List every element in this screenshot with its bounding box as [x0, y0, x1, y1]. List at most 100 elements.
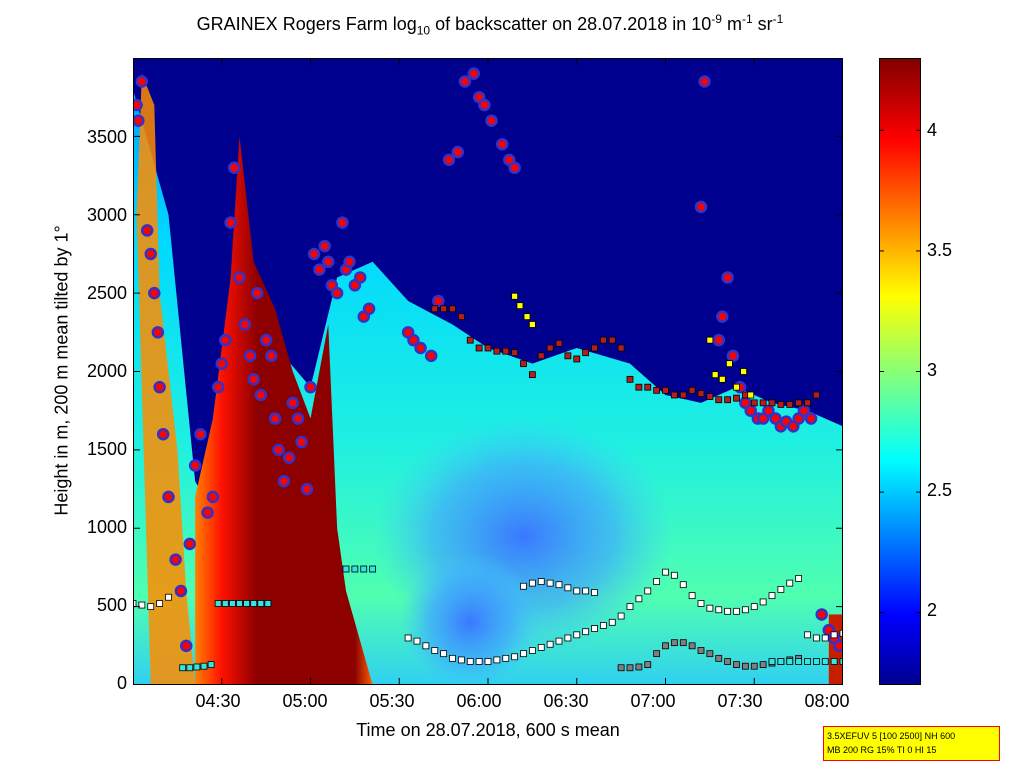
data-point [795, 658, 803, 665]
data-point [759, 598, 767, 606]
data-point [353, 271, 367, 284]
data-point [219, 333, 232, 347]
data-point [511, 349, 519, 357]
data-point [795, 399, 803, 407]
data-point [768, 399, 776, 407]
data-point [432, 294, 445, 308]
data-point [555, 637, 563, 645]
data-point [295, 435, 308, 449]
data-point [528, 647, 536, 654]
data-point [741, 662, 749, 670]
data-point [644, 587, 652, 595]
data-point [546, 344, 554, 352]
data-point [555, 339, 563, 347]
data-point [277, 474, 291, 488]
data-point [330, 286, 344, 300]
data-point [183, 537, 197, 551]
data-point [617, 664, 625, 672]
axis-ticks [133, 58, 843, 685]
data-point [711, 371, 719, 379]
colorbar-tick-label: 2 [927, 600, 938, 620]
data-point [133, 600, 137, 607]
data-point [670, 391, 678, 399]
data-point [733, 661, 740, 669]
data-point [148, 286, 161, 300]
data-point [493, 347, 501, 355]
data-point [706, 604, 714, 612]
colorbar-gradient [879, 58, 921, 685]
data-point [493, 656, 501, 664]
data-point [635, 595, 643, 603]
x-tick-label: 06:30 [543, 691, 589, 711]
data-point [815, 608, 828, 621]
data-point [520, 650, 527, 658]
data-point [484, 658, 492, 665]
data-point [564, 634, 572, 642]
data-point [591, 344, 598, 352]
y-tick-label: 3500 [86, 127, 127, 147]
data-point [626, 375, 634, 383]
data-point [206, 490, 220, 504]
data-point [795, 575, 803, 582]
data-point [233, 271, 246, 284]
data-point [582, 628, 590, 636]
data-point [635, 383, 643, 391]
data-point [821, 658, 829, 665]
data-point [724, 658, 732, 665]
data-point [582, 587, 590, 595]
y-tick-label: 3000 [86, 205, 127, 225]
data-point [528, 321, 536, 328]
y-tick-label: 1000 [86, 517, 127, 537]
data-point [626, 664, 634, 672]
heatmap-plot-area [133, 58, 843, 685]
data-point [243, 600, 250, 607]
data-point [360, 565, 368, 573]
data-point [697, 647, 705, 654]
data-point [670, 571, 678, 579]
data-point [830, 658, 838, 665]
data-point [715, 654, 723, 662]
data-point [508, 161, 521, 174]
data-point [706, 336, 714, 344]
y-axis-label: Height in m, 200 m mean tilted by 1° [51, 225, 72, 516]
data-point [694, 200, 708, 214]
data-point [744, 404, 757, 417]
backscatter-field [133, 58, 843, 685]
data-point [282, 451, 296, 464]
data-point [839, 629, 843, 637]
data-point [174, 584, 188, 598]
data-point [485, 114, 498, 127]
x-axis-label: Time on 28.07.2018, 600 s mean [356, 720, 620, 740]
data-point [224, 216, 237, 229]
data-point [546, 579, 554, 587]
data-point [679, 391, 687, 399]
x-tick-label: 05:00 [282, 691, 328, 711]
data-point [804, 399, 811, 407]
data-point [564, 584, 572, 592]
data-point [250, 600, 258, 607]
chart-title: GRAINEX Rogers Farm log10 of backscatter… [196, 12, 784, 38]
data-point [272, 443, 285, 457]
data-point [495, 137, 509, 151]
data-point [214, 600, 222, 607]
colorbar-tick-label: 3.5 [927, 240, 953, 260]
data-point [564, 352, 572, 360]
data-point [156, 427, 170, 441]
data-point [520, 582, 527, 590]
data-point [812, 658, 820, 665]
data-point [821, 634, 829, 642]
data-point [144, 247, 157, 261]
data-point [484, 344, 492, 352]
data-point [169, 553, 182, 566]
data-point [715, 606, 723, 614]
data-point [582, 349, 590, 357]
data-point [458, 75, 472, 88]
data-point [466, 336, 474, 344]
data-point [257, 600, 265, 607]
data-point [300, 482, 314, 496]
data-point [180, 639, 193, 653]
colorbar-tick-label: 3 [927, 360, 938, 380]
data-point [140, 224, 154, 237]
data-point [369, 565, 377, 573]
data-point [194, 427, 207, 441]
